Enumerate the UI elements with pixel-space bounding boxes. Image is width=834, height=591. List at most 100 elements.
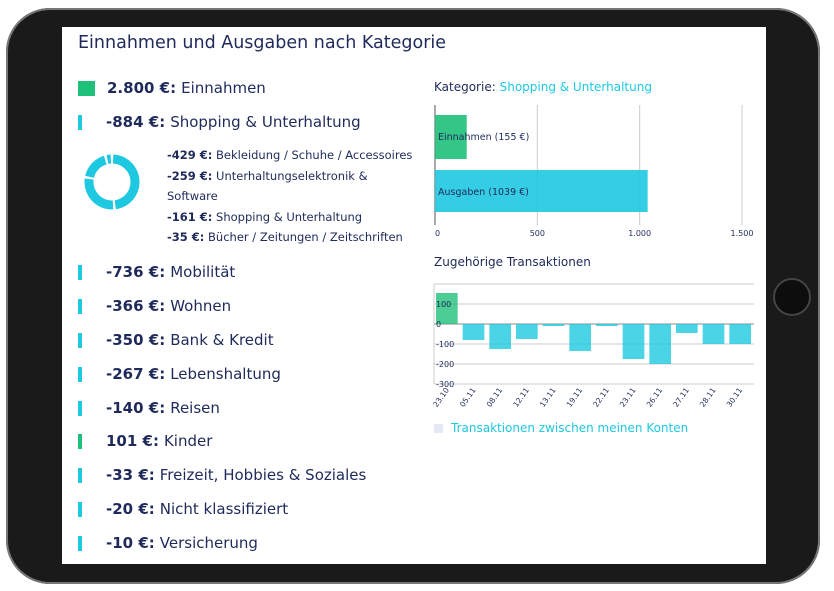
bar [569, 324, 591, 351]
y-tick-label: -200 [436, 360, 454, 369]
category-label: Versicherung [159, 534, 258, 552]
category-color-marker [78, 400, 82, 416]
category-item[interactable]: -20 €: Nicht klassifiziert [78, 500, 288, 518]
bar [596, 324, 618, 326]
bar [436, 293, 458, 324]
bar [702, 324, 725, 344]
category-item[interactable]: -366 €: Wohnen [78, 297, 231, 315]
x-tick-label: 30.11 [725, 386, 745, 409]
transactions-bar-chart: 23.10 05.11 08.11 12.11 13.11 19.11 22.11 23.11… [431, 283, 754, 409]
x-tick-label: 08.11 [485, 386, 505, 409]
bar [435, 170, 648, 212]
x-tick-label: 26.11 [645, 386, 665, 409]
subcategory-list: -429 €: Bekleidung / Schuhe / Accessoire… [167, 145, 417, 248]
category-color-marker [78, 114, 82, 130]
category-label: Reisen [170, 399, 220, 417]
category-amount: -884 €: [106, 113, 166, 131]
x-tick-label: 22.11 [591, 386, 611, 409]
x-tick-label: 12.11 [511, 386, 531, 409]
bar-label: Ausgaben (1039 €) [438, 187, 529, 198]
bar [435, 115, 467, 159]
category-color-marker [78, 80, 95, 96]
home-button[interactable] [773, 278, 811, 316]
category-item[interactable]: -140 €: Reisen [78, 399, 220, 417]
bar [622, 324, 645, 359]
category-label: Bank & Kredit [170, 331, 274, 349]
x-tick-label: 05.11 [458, 386, 478, 409]
donut-slice [112, 154, 140, 210]
category-label: Shopping & Unterhaltung [170, 113, 361, 131]
category-item[interactable]: -267 €: Lebenshaltung [78, 365, 281, 383]
bar [462, 324, 485, 340]
x-tick-label: 500 [530, 229, 545, 238]
category-color-marker [78, 298, 82, 314]
bar [542, 324, 565, 326]
category-amount: -366 €: [106, 297, 166, 315]
category-color-marker [78, 433, 82, 449]
category-item[interactable]: 2.800 €: Einnahmen [78, 79, 266, 97]
category-label: Mobilität [170, 263, 236, 281]
category-color-marker [78, 501, 82, 517]
category-color-marker [78, 535, 82, 551]
y-tick-label: -100 [436, 340, 454, 349]
legend[interactable]: Transaktionen zwischen meinen Konten [434, 421, 688, 435]
category-item[interactable]: -10 €: Versicherung [78, 534, 258, 552]
category-amount: -736 €: [106, 263, 166, 281]
category-amount: -10 €: [106, 534, 155, 552]
category-item[interactable]: -736 €: Mobilität [78, 263, 235, 281]
category-label: Wohnen [170, 297, 232, 315]
x-tick-label: 27.11 [671, 386, 691, 409]
category-amount: -350 €: [106, 331, 166, 349]
bar-label: Einnahmen (155 €) [438, 132, 529, 143]
category-item[interactable]: 101 €: Kinder [78, 432, 212, 450]
screen: Einnahmen und Ausgaben nach Kategorie 2.… [62, 27, 766, 564]
bar [729, 324, 751, 344]
x-tick-label: 13.11 [538, 386, 558, 409]
x-tick-label: 23.11 [618, 386, 638, 409]
y-tick-label: 100 [436, 300, 451, 309]
bar [516, 324, 538, 339]
category-header: Kategorie: Shopping & Unterhaltung [434, 80, 652, 94]
x-tick-label: 23.10 [431, 386, 451, 409]
donut-slice [84, 178, 114, 210]
legend-swatch [434, 423, 443, 433]
bar [649, 324, 671, 364]
x-tick-label: 0 [435, 229, 440, 238]
bar [676, 324, 698, 333]
x-tick-label: 28.11 [698, 386, 718, 409]
x-tick-label: 1.500 [731, 229, 754, 238]
category-color-marker [78, 332, 82, 348]
donut-slice [85, 155, 107, 179]
y-tick-label: -300 [436, 380, 454, 389]
subcategory-item: -161 €: Shopping & Unterhaltung [167, 209, 363, 224]
category-color-marker [78, 366, 82, 382]
category-label: Einnahmen [181, 79, 266, 97]
transactions-title: Zugehörige Transaktionen [434, 255, 591, 269]
subcategory-donut-chart [84, 154, 140, 210]
category-amount: -33 €: [106, 466, 155, 484]
category-item[interactable]: -884 €: Shopping & Unterhaltung [78, 113, 361, 131]
category-link[interactable]: Shopping & Unterhaltung [499, 80, 652, 94]
category-amount: -267 €: [106, 365, 166, 383]
bar [489, 324, 511, 349]
category-amount: -140 €: [106, 399, 166, 417]
subcategory-item: -35 €: Bücher / Zeitungen / Zeitschrifte… [167, 230, 403, 244]
category-bar-chart: 0 500 1.000 1.500 Einnahmen (155 €) Ausgaben … [434, 105, 754, 238]
category-amount: 101 €: [106, 432, 159, 450]
x-tick-label: 19.11 [565, 386, 585, 409]
subcategory-item: -429 €: Bekleidung / Schuhe / Accessoire… [167, 148, 413, 162]
category-label: Freizeit, Hobbies & Soziales [159, 466, 367, 484]
category-label: Nicht klassifiziert [159, 500, 289, 518]
category-item[interactable]: -33 €: Freizeit, Hobbies & Soziales [78, 466, 366, 484]
category-color-marker [78, 467, 82, 483]
subcategory-item: -259 €: Unterhaltungselektronik & Softwa… [167, 168, 368, 204]
x-tick-label: 1.000 [628, 229, 651, 238]
category-label: Kinder [163, 432, 213, 450]
category-amount: -20 €: [106, 500, 155, 518]
category-item[interactable]: -350 €: Bank & Kredit [78, 331, 274, 349]
page-title: Einnahmen und Ausgaben nach Kategorie [78, 33, 447, 53]
category-color-marker [78, 264, 82, 280]
category-label: Lebenshaltung [170, 365, 281, 383]
y-tick-label: 0 [436, 320, 441, 329]
category-amount: 2.800 €: [107, 79, 177, 97]
